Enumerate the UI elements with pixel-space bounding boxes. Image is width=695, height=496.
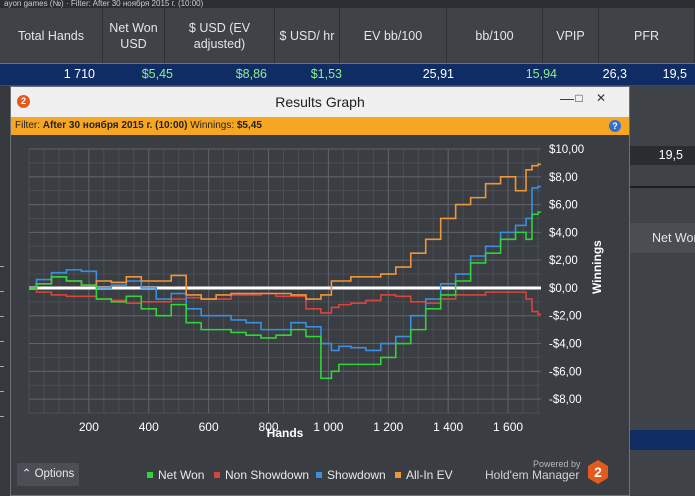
edge-tick <box>0 391 4 392</box>
legend-showdown[interactable]: Showdown <box>316 468 386 482</box>
filter-bar: Filter: After 30 ноября 2015 г. (10:00) … <box>11 117 629 135</box>
filter-value: After 30 ноября 2015 г. (10:00) <box>42 120 188 131</box>
y-tick-label: -$8,00 <box>549 394 582 406</box>
legend-swatch <box>395 471 401 478</box>
edge-tick <box>0 291 4 292</box>
chart-series <box>29 163 541 380</box>
background-left-edge <box>0 86 10 496</box>
y-tick-label: $2,00 <box>549 255 578 267</box>
x-tick-label: 400 <box>139 420 159 434</box>
column-header-pfr[interactable]: PFR <box>599 8 695 63</box>
legend-allin-ev[interactable]: All-In EV <box>395 468 453 482</box>
x-tick-label: 1 600 <box>493 420 523 434</box>
table-row[interactable]: 1 710 $5,45 $8,86 $1,53 25,91 15,94 26,3… <box>0 63 695 86</box>
brand-name: Hold'em Manager <box>485 468 580 482</box>
chart-labels: $10,00 $8,00 $6,00 $4,00 $2,00 $0,00 -$2,00 -$4… <box>79 144 604 440</box>
edge-tick <box>0 316 4 317</box>
minimize-button[interactable]: — <box>560 90 574 106</box>
background-pfr-value: 19,5 <box>630 146 695 165</box>
y-tick-label: $8,00 <box>549 172 578 184</box>
cell-bb100: 15,94 <box>525 67 557 81</box>
legend-label: Showdown <box>327 468 386 482</box>
series-line-all-in-ev <box>29 163 541 300</box>
chevron-up-icon: ⌃ <box>21 468 32 480</box>
legend-non-showdown[interactable]: Non Showdown <box>214 468 309 482</box>
cell-vpip: 26,3 <box>602 67 627 81</box>
y-tick-label: $6,00 <box>549 200 578 212</box>
x-tick-label: 800 <box>259 420 279 434</box>
dialog-title: Results Graph <box>275 94 365 110</box>
cell-usd-hr: $1,53 <box>310 67 342 81</box>
column-header-usd-hr[interactable]: $ USD/ hr <box>275 8 340 63</box>
background-divider <box>630 186 695 188</box>
legend-net-won[interactable]: Net Won <box>147 468 204 482</box>
x-tick-label: 600 <box>199 420 219 434</box>
cell-total-hands: 1 710 <box>63 67 95 81</box>
y-tick-label: -$6,00 <box>549 366 582 378</box>
powered-by-label: Powered by <box>533 459 581 469</box>
maximize-button[interactable]: □ <box>575 91 583 105</box>
x-tick-label: 200 <box>79 420 99 434</box>
x-tick-label: 1 400 <box>433 420 463 434</box>
results-graph-dialog[interactable]: Results Graph 2 — □ ✕ Filter: After 30 н… <box>10 86 630 496</box>
help-icon[interactable]: ? <box>609 120 621 132</box>
legend-label: Non Showdown <box>225 468 310 482</box>
results-chart: $10,00 $8,00 $6,00 $4,00 $2,00 $0,00 -$2,00 -$4… <box>28 144 604 440</box>
legend-swatch <box>316 471 322 478</box>
close-button[interactable]: ✕ <box>595 91 607 105</box>
filter-label: Filter: <box>15 120 40 131</box>
edge-tick <box>0 366 4 367</box>
legend-swatch <box>147 471 153 478</box>
y-tick-label: $4,00 <box>549 227 578 239</box>
hm2-logo-icon: 2 <box>17 95 30 108</box>
y-tick-label: -$4,00 <box>549 339 582 351</box>
series-line-non-showdown <box>29 287 541 316</box>
brand-mark: 2 <box>594 464 602 480</box>
stats-table-header <box>0 0 695 63</box>
cell-ev-bb100: 25,91 <box>422 67 454 81</box>
edge-tick <box>0 266 4 267</box>
y-tick-label: $0,00 <box>549 283 578 295</box>
legend-label: Net Won <box>158 468 205 482</box>
x-tick-label: 1 000 <box>313 420 343 434</box>
legend-swatch <box>214 471 220 478</box>
column-header-ev-bb100[interactable]: EV bb/100 <box>340 8 447 63</box>
chart-grid <box>28 148 541 414</box>
column-header-total-hands[interactable]: Total Hands <box>0 8 103 63</box>
winnings-label: Winnings: <box>190 120 235 131</box>
y-tick-label: -$2,00 <box>549 311 582 323</box>
column-header-usd-ev[interactable]: $ USD (EV adjusted) <box>165 8 275 63</box>
legend-label: All-In EV <box>406 468 453 482</box>
edge-tick <box>0 341 4 342</box>
cell-pfr: 19,5 <box>662 67 687 81</box>
dialog-titlebar[interactable]: Results Graph 2 — □ ✕ <box>11 87 629 117</box>
column-header-vpip[interactable]: VPIP <box>543 8 599 63</box>
options-label: Options <box>34 468 75 480</box>
options-button[interactable]: ⌃ Options <box>17 463 79 486</box>
cell-usd-ev: $8,86 <box>235 67 267 81</box>
y-axis-title: Winnings <box>590 240 604 294</box>
x-axis-title: Hands <box>267 426 304 440</box>
x-tick-label: 1 200 <box>373 420 403 434</box>
series-line-net-won <box>29 211 541 380</box>
cell-net-won: $5,45 <box>141 67 173 81</box>
column-header-bb100[interactable]: bb/100 <box>447 8 543 63</box>
background-netwon-tab[interactable]: Net Won <box>630 223 695 253</box>
column-header-net-won[interactable]: Net Won USD <box>103 8 165 63</box>
edge-tick <box>0 416 4 417</box>
winnings-value: $5,45 <box>236 120 262 131</box>
series-line-showdown <box>29 185 541 352</box>
background-window-title: ayon games (№) · Filter: After 30 ноября… <box>0 0 695 8</box>
y-tick-label: $10,00 <box>549 144 584 156</box>
hm2-brand-icon: 2 <box>588 460 608 484</box>
background-selected-row <box>630 430 695 450</box>
